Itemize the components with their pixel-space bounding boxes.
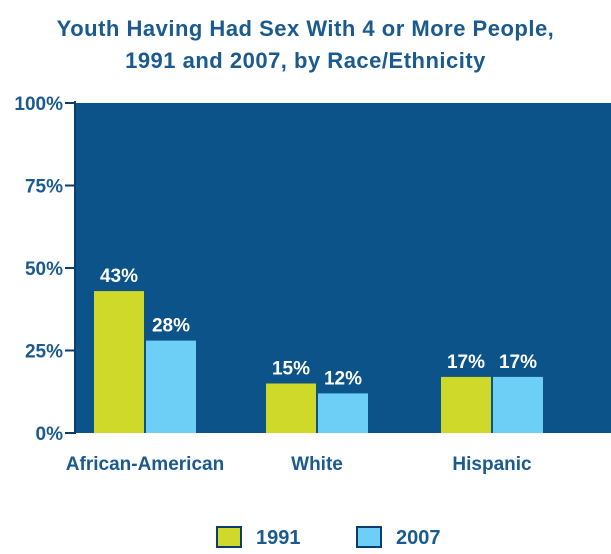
bar-1991-white xyxy=(266,383,316,433)
legend-label-1991: 1991 xyxy=(256,527,301,549)
bar-2007-hispanic xyxy=(493,376,543,433)
data-label: 17% xyxy=(499,352,537,373)
data-label: 28% xyxy=(152,316,190,337)
bar-2007-white xyxy=(318,393,368,433)
data-label: 43% xyxy=(100,266,138,287)
data-label: 12% xyxy=(324,368,362,389)
y-tick-label: 75% xyxy=(25,177,63,198)
bar-2007-african-american xyxy=(146,340,196,433)
x-category-label: White xyxy=(291,454,343,475)
chart-title-line-1: Youth Having Had Sex With 4 or More Peop… xyxy=(56,16,555,41)
y-tick-label: 25% xyxy=(25,342,63,363)
x-category-label: African-American xyxy=(66,454,224,475)
y-tick-label: 50% xyxy=(25,259,63,280)
data-label: 15% xyxy=(272,359,310,380)
y-tick-label: 100% xyxy=(14,94,63,115)
y-tick-label: 0% xyxy=(36,424,64,445)
data-label: 17% xyxy=(447,352,485,373)
legend-label-2007: 2007 xyxy=(396,527,441,549)
legend-swatch-2007 xyxy=(356,526,382,548)
x-category-label: Hispanic xyxy=(452,454,532,475)
bar-1991-hispanic xyxy=(441,376,491,433)
bar-1991-african-american xyxy=(94,291,144,433)
legend-swatch-1991 xyxy=(216,526,242,548)
chart-title-line-2: 1991 and 2007, by Race/Ethnicity xyxy=(125,48,486,73)
